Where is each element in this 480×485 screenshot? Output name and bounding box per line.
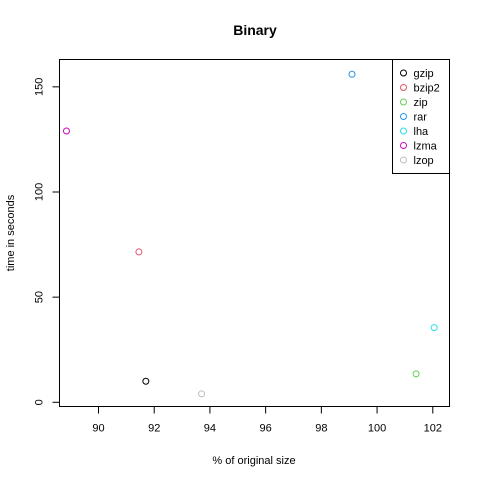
data-point-zip: [412, 370, 420, 378]
legend-marker-lha: [400, 127, 407, 135]
x-axis: 90 92 94 96 98 100 102: [92, 406, 442, 435]
legend-label-lzop: lzop: [414, 155, 434, 167]
x-tick-label: 100: [368, 423, 386, 435]
legend-label-gzip: gzip: [414, 68, 434, 80]
x-tick-label: 92: [148, 423, 160, 435]
legend-label-lha: lha: [414, 126, 430, 138]
y-tick-label: 0: [34, 399, 46, 405]
chart-title: Binary: [233, 22, 277, 38]
x-tick-label: 94: [204, 423, 216, 435]
legend-label-rar: rar: [414, 112, 428, 124]
y-axis: 0 50 100 150: [34, 78, 60, 405]
legend-label-bzip2: bzip2: [414, 83, 440, 95]
legend-marker-lzma: [400, 142, 407, 149]
data-point-lzma: [62, 127, 70, 135]
y-axis-label: time in seconds: [5, 194, 17, 271]
data-points: [62, 70, 438, 398]
data-point-lzop: [198, 390, 206, 398]
x-axis-label: % of original size: [212, 455, 295, 467]
x-tick-label: 102: [424, 423, 442, 435]
legend: gzip bzip2 zip rar lha lzma lzop: [392, 59, 450, 174]
y-tick-label: 100: [34, 183, 46, 201]
x-tick-label: 98: [315, 423, 327, 435]
legend-marker-gzip: [400, 69, 407, 77]
x-tick-label: 90: [92, 423, 104, 435]
data-point-bzip2: [135, 248, 143, 256]
legend-marker-zip: [400, 98, 407, 106]
legend-box: [392, 59, 450, 174]
data-point-lha: [430, 324, 438, 332]
legend-marker-rar: [400, 113, 407, 120]
legend-marker-lzop: [400, 156, 407, 164]
legend-label-zip: zip: [414, 97, 428, 109]
x-tick-label: 96: [260, 423, 272, 435]
legend-marker-bzip2: [400, 84, 407, 91]
y-tick-label: 150: [34, 78, 46, 96]
data-point-gzip: [142, 377, 150, 385]
data-point-rar: [348, 70, 356, 78]
y-tick-label: 50: [34, 291, 46, 303]
legend-label-lzma: lzma: [414, 141, 438, 153]
plot-area-frame: [59, 59, 450, 407]
